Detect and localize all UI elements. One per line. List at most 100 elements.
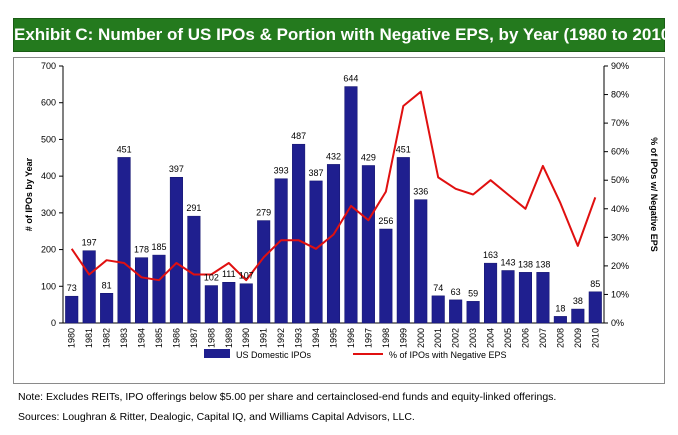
x-tick-label: 1997 — [363, 328, 373, 348]
bar-data-label: 432 — [326, 151, 341, 161]
y-right-tick-label: 40% — [611, 204, 629, 214]
bar — [571, 308, 585, 324]
x-tick-label: 1992 — [276, 328, 286, 348]
bar-data-label: 256 — [378, 216, 393, 226]
bar — [152, 254, 166, 324]
x-tick-label: 1999 — [398, 328, 408, 348]
bar — [518, 272, 533, 324]
bar-data-label: 143 — [501, 257, 516, 267]
bar — [239, 283, 253, 324]
bar — [414, 199, 428, 324]
bar — [466, 301, 480, 324]
y-tick-label: 700 — [41, 61, 56, 71]
bar-data-label: 279 — [256, 208, 271, 218]
y-right-tick-label: 70% — [611, 118, 629, 128]
bar-data-label: 387 — [309, 168, 324, 178]
y-tick-label: 0 — [51, 318, 56, 328]
bar-data-label: 163 — [483, 250, 498, 260]
negative-eps-line — [70, 90, 597, 282]
bar-data-label: 451 — [396, 144, 411, 154]
y-right-tick-label: 20% — [611, 261, 629, 271]
footnote-sources: Sources: Loughran & Ritter, Dealogic, Ca… — [18, 411, 415, 423]
bar-data-label: 451 — [117, 144, 132, 154]
bar-data-label: 38 — [573, 296, 583, 306]
bar — [169, 176, 183, 324]
x-tick-label: 2010 — [590, 328, 600, 348]
x-tick-label: 2002 — [451, 328, 461, 348]
y-tick-label: 500 — [41, 134, 56, 144]
bar — [257, 220, 271, 324]
bar — [536, 272, 550, 324]
bar — [134, 257, 149, 324]
bar-data-label: 178 — [134, 245, 149, 255]
bar-data-label: 111 — [222, 269, 236, 279]
bar — [431, 295, 445, 324]
bar — [326, 164, 341, 324]
bar — [501, 270, 515, 324]
y-right-tick-label: 50% — [611, 175, 629, 185]
bar — [484, 262, 498, 324]
x-tick-label: 2007 — [538, 328, 548, 348]
x-tick-label: 2005 — [503, 328, 513, 348]
bar-data-label: 197 — [82, 238, 97, 248]
legend-swatch-bars — [204, 349, 230, 358]
bar — [274, 178, 288, 324]
bar — [187, 215, 201, 324]
x-tick-label: 1988 — [206, 328, 216, 348]
x-tick-label: 1986 — [171, 328, 181, 348]
bar-data-label: 74 — [433, 283, 443, 293]
bar — [396, 157, 410, 324]
x-tick-label: 2009 — [573, 328, 583, 348]
bar-data-label: 336 — [413, 187, 428, 197]
bar — [292, 143, 306, 324]
bar-data-label: 63 — [451, 287, 461, 297]
bar — [222, 281, 236, 324]
bar — [361, 165, 375, 324]
bar-data-label: 18 — [555, 303, 565, 313]
x-tick-label: 1995 — [329, 328, 339, 348]
bar — [100, 293, 114, 324]
bar-data-label: 644 — [343, 74, 358, 84]
y-tick-label: 300 — [41, 208, 56, 218]
y-tick-label: 400 — [41, 171, 56, 181]
y-axis-title: # of IPOs by Year — [24, 157, 34, 231]
bar-data-label: 102 — [204, 273, 219, 283]
x-tick-label: 1991 — [259, 328, 269, 348]
x-tick-label: 1982 — [102, 328, 112, 348]
bar-data-label: 185 — [151, 242, 166, 252]
y-tick-label: 100 — [41, 281, 56, 291]
bar-data-label: 487 — [291, 131, 306, 141]
bar — [309, 180, 323, 324]
x-tick-label: 2004 — [486, 328, 496, 348]
bar-data-label: 429 — [361, 152, 376, 162]
bar — [82, 250, 96, 324]
x-tick-label: 1985 — [154, 328, 164, 348]
x-tick-label: 2008 — [555, 328, 565, 348]
y-right-tick-label: 30% — [611, 232, 629, 242]
y-tick-label: 600 — [41, 98, 56, 108]
x-tick-label: 1981 — [84, 328, 94, 348]
bar — [553, 316, 567, 324]
chart-title: Exhibit C: Number of US IPOs & Portion w… — [14, 25, 676, 44]
bar — [65, 295, 79, 324]
bar — [588, 291, 602, 324]
bar-data-label: 81 — [102, 280, 112, 290]
ipo-chart: 0 100 200 300 400 500 600 700 0% 10% 20% 30% 40% 50% 6… — [24, 61, 659, 360]
x-tick-label: 2000 — [416, 328, 426, 348]
bar — [449, 299, 463, 324]
x-tick-label: 2001 — [433, 328, 443, 348]
chart-title-banner: Exhibit C: Number of US IPOs & Portion w… — [13, 18, 676, 52]
x-tick-label: 1994 — [311, 328, 321, 348]
bar-data-label: 138 — [535, 259, 550, 269]
x-tick-label: 1983 — [119, 328, 129, 348]
x-tick-label: 1989 — [224, 328, 234, 348]
bar-data-label: 138 — [518, 259, 533, 269]
bar — [117, 157, 131, 324]
legend-label-bars: US Domestic IPOs — [236, 350, 312, 360]
bar-data-label: 59 — [468, 288, 478, 298]
y-right-tick-label: 90% — [611, 61, 629, 71]
x-tick-label: 1993 — [294, 328, 304, 348]
bar-data-label: 85 — [590, 279, 600, 289]
x-tick-label: 2006 — [520, 328, 530, 348]
y-right-tick-label: 80% — [611, 90, 629, 100]
